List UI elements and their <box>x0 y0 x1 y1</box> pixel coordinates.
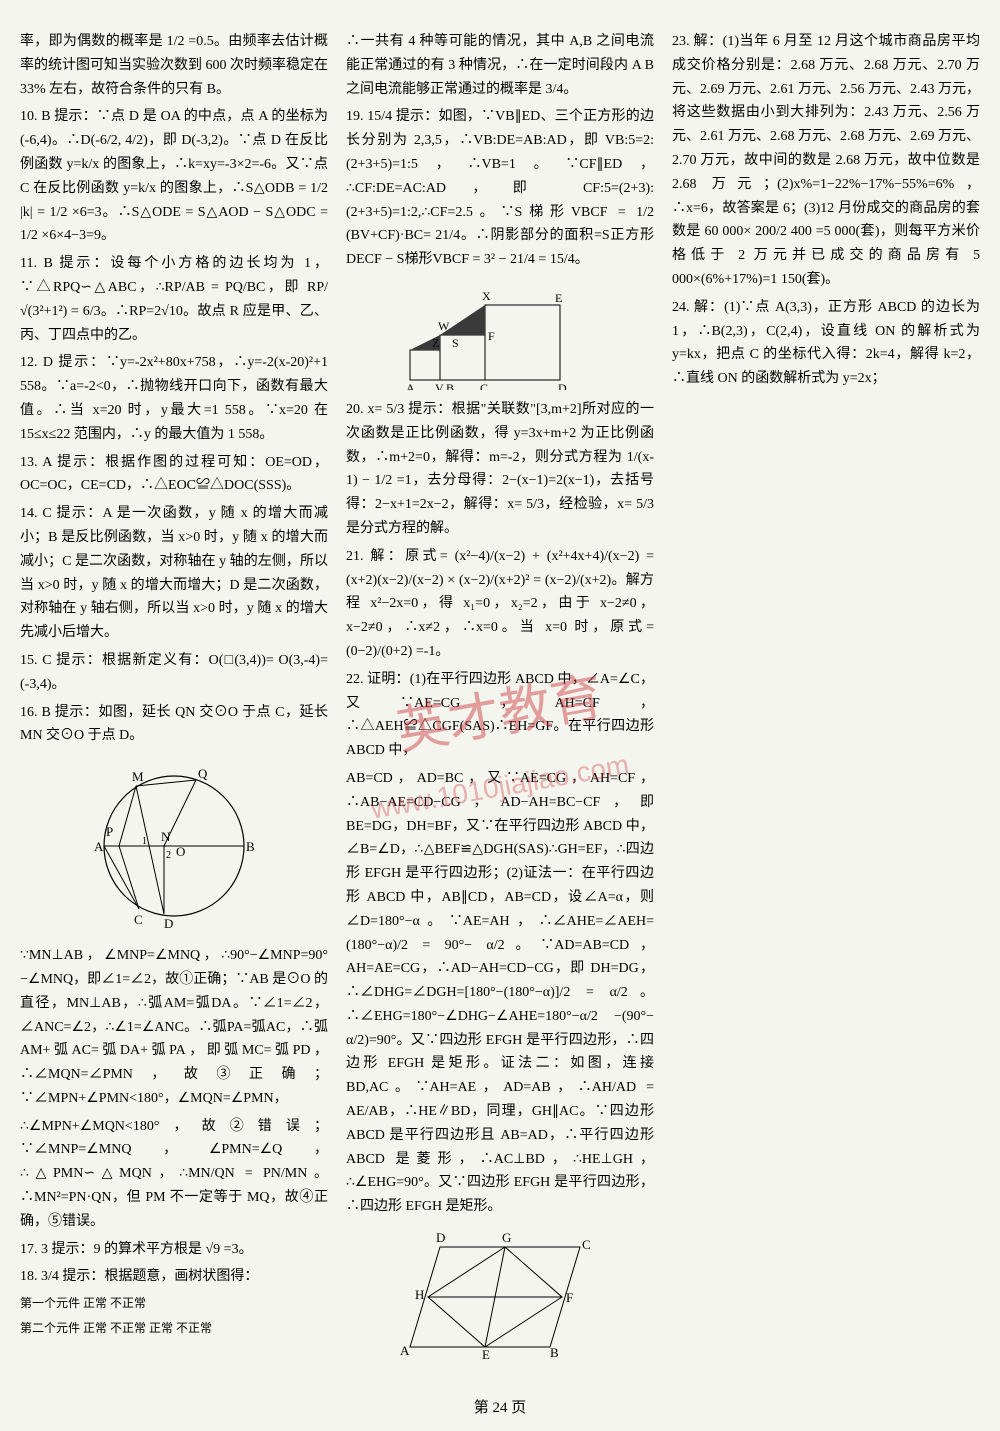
q13: 13. A 提示：根据作图的过程可知：OE=OD，OC=OC，CE=CD，∴△E… <box>20 451 328 499</box>
svg-text:C: C <box>134 912 143 927</box>
svg-text:P: P <box>106 824 113 839</box>
svg-text:V: V <box>435 381 444 390</box>
q18: 18. 3/4 提示：根据题意，画树状图得： <box>20 1265 328 1289</box>
q17: 17. 3 提示：9 的算术平方根是 √9 =3。 <box>20 1238 328 1262</box>
svg-text:B: B <box>550 1345 559 1360</box>
page-number: 第 24 页 <box>0 1396 1000 1422</box>
q16-cont2: ∴∠MPN+∠MQN<180°，故②错误；∵∠MNP=∠MNQ，∠PMN=∠Q，… <box>20 1115 328 1234</box>
svg-text:B: B <box>446 381 454 390</box>
rhombus-diagram: D G C H F A E B <box>390 1227 610 1367</box>
q16: 16. B 提示：如图，延长 QN 交⊙O 于点 C，延长 MN 交⊙O 于点 … <box>20 701 328 749</box>
svg-text:C: C <box>582 1237 591 1252</box>
svg-text:A: A <box>94 839 104 854</box>
svg-text:D: D <box>164 916 173 931</box>
col1-lead: 率，即为偶数的概率是 1/2 =0.5。由频率去估计概率的统计图可知当实验次数到… <box>20 30 328 101</box>
svg-text:H: H <box>415 1287 424 1302</box>
q12: 12. D 提示：∵y=-2x²+80x+758，∴y=-2(x-20)²+1 … <box>20 351 328 446</box>
q18-cont: ∴一共有 4 种等可能的情况，其中 A,B 之间电流能正常通过的有 3 种情况，… <box>346 30 654 101</box>
svg-text:N: N <box>161 829 171 844</box>
svg-text:M: M <box>132 769 144 784</box>
q14: 14. C 提示：A 是一次函数，y 随 x 的增大而减小；B 是反比例函数，当… <box>20 502 328 645</box>
svg-text:Q: Q <box>198 766 208 781</box>
svg-text:A: A <box>400 1343 410 1358</box>
svg-text:E: E <box>482 1347 490 1362</box>
q22: 22. 证明：(1)在平行四边形 ABCD 中，∠A=∠C，又∵AE=CG，AH… <box>346 668 654 763</box>
q18-tree1: 第一个元件 正常 不正常 <box>20 1293 328 1313</box>
q15: 15. C 提示：根据新定义有：O(□(3,4))= O(3,-4)=(-3,4… <box>20 649 328 697</box>
svg-text:C: C <box>480 381 488 390</box>
q23: 23. 解：(1)当年 6 月至 12 月这个城市商品房平均成交价格分别是：2.… <box>672 30 980 292</box>
svg-text:1: 1 <box>142 836 147 847</box>
svg-text:F: F <box>566 1290 573 1305</box>
circle-diagram: M Q P A N O B C D 1 2 <box>64 756 284 936</box>
q21: 21. 解：原式= (x²−4)/(x−2) + (x²+4x+4)/(x−2)… <box>346 545 654 664</box>
q24: 24. 解：(1)∵点 A(3,3)，正方形 ABCD 的边长为 1，∴B(2,… <box>672 296 980 391</box>
squares-diagram: X E W Z S F A V B C D <box>400 280 600 390</box>
q20: 20. x= 5/3 提示：根据"关联数"[3,m+2]所对应的一次函数是正比例… <box>346 398 654 541</box>
q10: 10. B 提示：∵点 D 是 OA 的中点，点 A 的坐标为(-6,4)。∴D… <box>20 105 328 248</box>
q18-tree2: 第二个元件 正常 不正常 正常 不正常 <box>20 1318 328 1338</box>
svg-text:D: D <box>558 381 567 390</box>
svg-text:2: 2 <box>166 850 171 861</box>
svg-text:A: A <box>406 381 415 390</box>
svg-text:W: W <box>438 319 450 333</box>
svg-text:E: E <box>555 291 562 305</box>
svg-text:X: X <box>482 289 491 303</box>
svg-text:G: G <box>502 1230 511 1245</box>
svg-text:B: B <box>246 839 255 854</box>
svg-text:Z: Z <box>432 336 439 350</box>
svg-text:D: D <box>436 1230 445 1245</box>
svg-text:O: O <box>176 844 185 859</box>
q19: 19. 15/4 提示：如图，∵VB∥ED、三个正方形的边长分别为 2,3,5，… <box>346 105 654 272</box>
q16-cont: ∵MN⊥AB，∠MNP=∠MNQ，∴90°−∠MNP=90°−∠MNQ，即∠1=… <box>20 944 328 1111</box>
q11: 11. B 提示：设每个小方格的边长均为 1，∵△RPQ∽△ABC，∴RP/AB… <box>20 252 328 347</box>
svg-text:F: F <box>488 329 495 343</box>
svg-text:S: S <box>452 336 459 350</box>
q22-cont: AB=CD，AD=BC，又∵AE=CG，AH=CF，∴AB−AE=CD−CG，A… <box>346 767 654 1219</box>
